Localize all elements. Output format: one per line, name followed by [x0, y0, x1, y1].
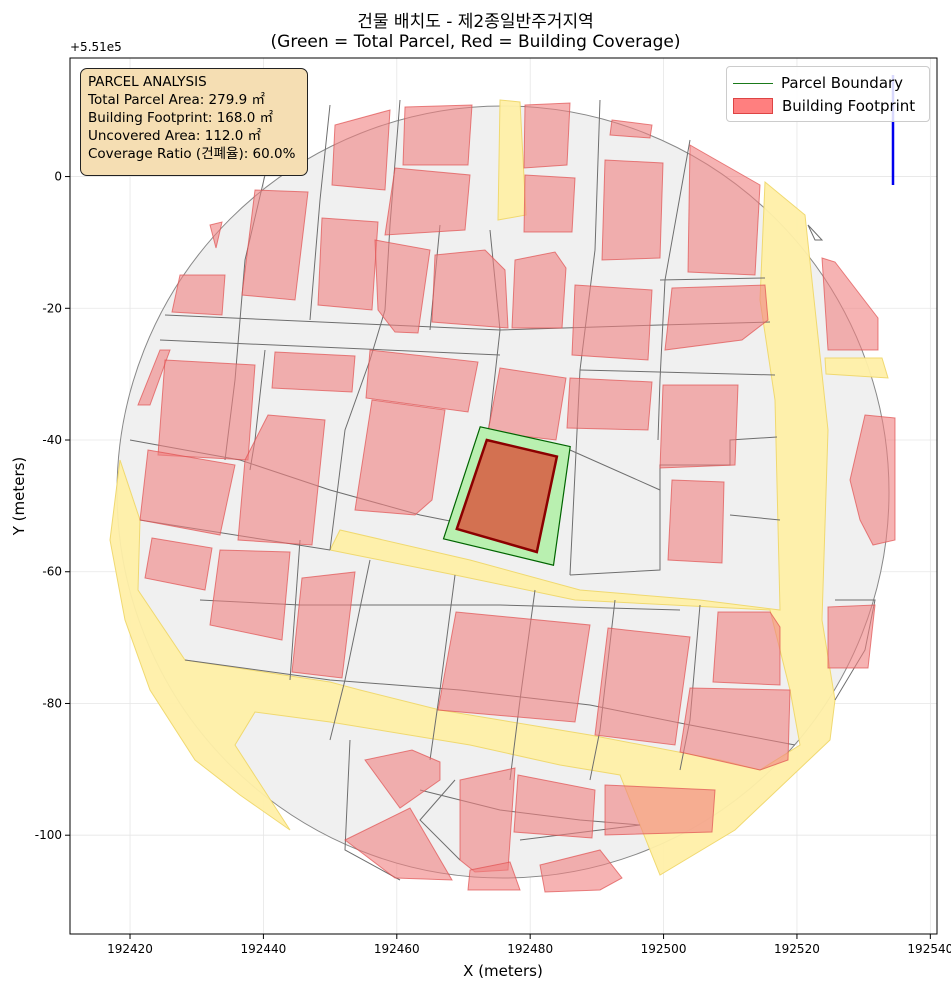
info-coverage-ratio: Coverage Ratio (건폐율): 60.0%: [88, 146, 296, 162]
legend-item-parcel: Parcel Boundary: [733, 73, 903, 93]
x-axis-label: X (meters): [463, 962, 543, 980]
y-tick-label: -100: [35, 828, 62, 842]
info-footprint: Building Footprint: 168.0 ㎡: [88, 110, 274, 126]
x-tick-label: 192480: [507, 942, 553, 956]
legend-line-swatch: [733, 82, 773, 84]
map-area: [109, 75, 896, 893]
x-tick-label: 192460: [374, 942, 420, 956]
parcel-analysis-box: PARCEL ANALYSIS Total Parcel Area: 279.9…: [80, 68, 308, 176]
context-buildings: [137, 102, 896, 893]
y-tick-label: -60: [42, 565, 62, 579]
y-axis-label: Y (meters): [10, 457, 28, 537]
x-axis-ticks: 192420 192440 192460 192480 192500 192520 1925…: [107, 934, 951, 956]
y-tick-label: -20: [42, 301, 62, 315]
y-tick-label: -40: [42, 433, 62, 447]
chart-title-line2: (Green = Total Parcel, Red = Building Co…: [270, 32, 681, 52]
legend-item-building: Building Footprint: [733, 96, 915, 116]
legend: Parcel Boundary Building Footprint: [726, 66, 930, 122]
info-total-area: Total Parcel Area: 279.9 ㎡: [88, 92, 265, 108]
x-tick-label: 192520: [774, 942, 820, 956]
y-tick-label: 0: [54, 170, 62, 184]
info-uncovered: Uncovered Area: 112.0 ㎡: [88, 128, 262, 144]
legend-patch-swatch: [733, 98, 773, 114]
main-road: [109, 180, 836, 876]
chart-title-line1: 건물 배치도 - 제2종일반주거지역: [357, 12, 594, 32]
east-road-stub: [824, 357, 889, 379]
subject-building-footprint: [455, 438, 559, 554]
y-axis-ticks: 0 -20 -40 -60 -80 -100: [35, 170, 70, 842]
y-tick-label: -80: [42, 696, 62, 710]
legend-label-parcel: Parcel Boundary: [781, 74, 904, 92]
x-tick-label: 192420: [107, 942, 153, 956]
x-tick-label: 192540: [907, 942, 951, 956]
axes-frame: [69, 57, 938, 935]
info-heading: PARCEL ANALYSIS: [88, 74, 207, 90]
legend-label-building: Building Footprint: [782, 97, 916, 115]
y-axis-offset-label: +5.51e5: [70, 40, 122, 54]
x-tick-label: 192500: [641, 942, 687, 956]
x-tick-label: 192440: [241, 942, 287, 956]
